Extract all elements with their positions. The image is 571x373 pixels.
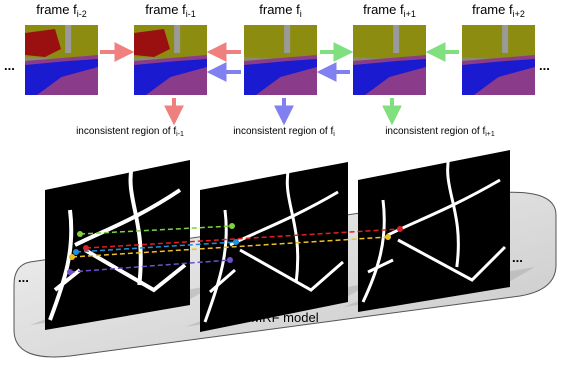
frame-label-text: frame f	[36, 2, 77, 17]
frame-label: frame fi+2	[472, 2, 525, 19]
region-label-sub: i-1	[176, 131, 184, 138]
sky-region	[244, 25, 317, 59]
sky-region	[462, 25, 535, 59]
point	[83, 245, 89, 251]
ellipsis: ...	[512, 250, 523, 265]
region-label: inconsistent region of fi	[233, 126, 335, 138]
point	[385, 234, 391, 240]
frame-label-sub: i	[300, 9, 302, 19]
point	[233, 239, 239, 245]
point	[73, 249, 79, 255]
frame-label: frame fi-2	[36, 2, 86, 19]
mask	[45, 160, 190, 330]
frame-image	[462, 25, 535, 95]
region-label: inconsistent region of fi+1	[385, 126, 495, 138]
frame-image	[134, 25, 207, 95]
region-label-sub: i+1	[485, 131, 495, 138]
frame-label: frame fi+1	[363, 2, 416, 19]
frame-label-text: frame f	[145, 2, 186, 17]
pole	[65, 25, 71, 53]
mask	[200, 162, 348, 332]
region-label: inconsistent region of fi-1	[76, 126, 184, 138]
pole	[174, 25, 180, 53]
frame-label-sub: i+1	[404, 9, 416, 19]
point	[69, 254, 75, 260]
pole	[393, 25, 399, 53]
sky-region	[353, 25, 426, 59]
frame-image	[353, 25, 426, 95]
region-label-sub: i	[333, 131, 335, 138]
frame-image	[25, 25, 98, 95]
frame-label-text: frame f	[472, 2, 513, 17]
point	[227, 257, 233, 263]
ellipsis: ...	[18, 270, 29, 285]
mask	[358, 150, 510, 312]
region-label-text: inconsistent region of f	[76, 126, 176, 137]
point	[67, 269, 73, 275]
ellipsis: ...	[4, 58, 15, 73]
model-label: MRF model	[251, 310, 318, 325]
point	[397, 226, 403, 232]
region-label-text: inconsistent region of f	[233, 126, 333, 137]
frame-image	[244, 25, 317, 95]
frame-label-sub: i-1	[186, 9, 196, 19]
diagram: frame fi-2frame fi-1frame fiframe fi+1fr…	[0, 0, 571, 373]
point	[77, 231, 83, 237]
frame-label: frame fi-1	[145, 2, 195, 19]
point	[229, 223, 235, 229]
pole	[284, 25, 290, 53]
frame-label-text: frame f	[259, 2, 300, 17]
frame-label-text: frame f	[363, 2, 404, 17]
frame-label-sub: i+2	[513, 9, 525, 19]
region-label-text: inconsistent region of f	[385, 126, 485, 137]
ellipsis: ...	[539, 58, 550, 73]
frame-label-sub: i-2	[77, 9, 87, 19]
frame-label: frame fi	[259, 2, 301, 19]
pole	[502, 25, 508, 53]
